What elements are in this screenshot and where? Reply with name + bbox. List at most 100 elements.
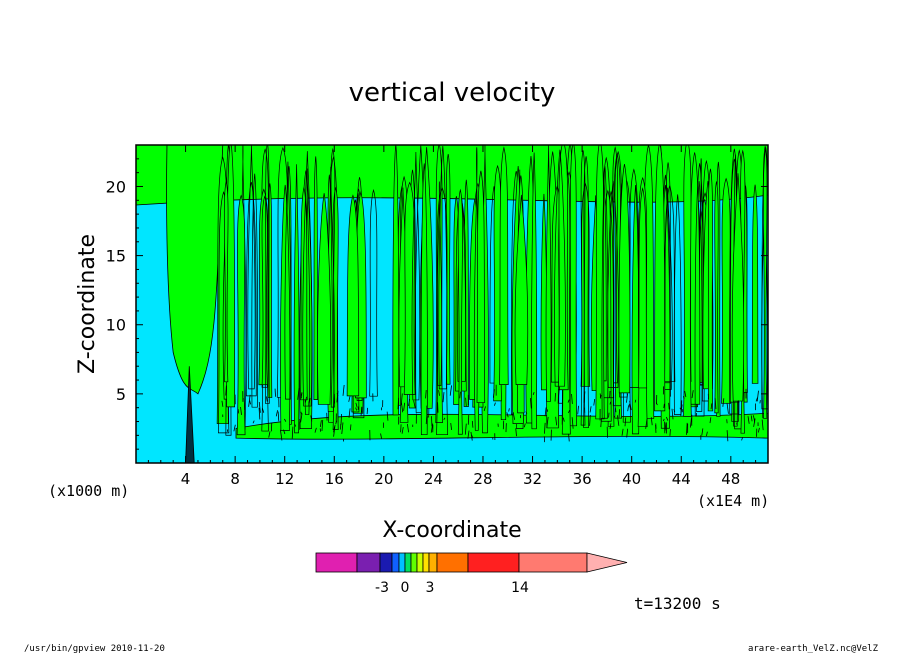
colorbar: [315, 552, 628, 573]
small-contour: [305, 396, 307, 403]
small-contour: [571, 393, 573, 404]
plume-contour: [531, 152, 538, 430]
x-tick-label: 48: [721, 470, 740, 488]
small-contour: [268, 431, 271, 438]
small-contour: [258, 401, 261, 413]
small-contour: [494, 402, 496, 406]
plume-contour: [317, 193, 332, 405]
colorbar-segment: [410, 552, 418, 573]
small-contour: [243, 398, 246, 410]
small-contour: [709, 417, 712, 424]
small-contour: [465, 397, 467, 407]
colorbar-labels: -3 0 3 14: [375, 580, 529, 596]
small-contour: [300, 392, 303, 396]
x-tick-label: 28: [473, 470, 492, 488]
x-unit-left: (x1000 m): [48, 482, 129, 500]
colorbar-segment: [391, 552, 400, 573]
small-contour: [747, 416, 750, 424]
plume-contour: [392, 145, 400, 416]
small-contour: [691, 390, 694, 399]
small-contour: [571, 417, 574, 429]
small-contour: [577, 405, 579, 415]
small-contour: [471, 434, 473, 438]
small-contour: [425, 390, 427, 399]
small-contour: [589, 406, 592, 413]
small-contour: [558, 386, 560, 398]
small-contour: [757, 427, 760, 433]
small-contour: [266, 396, 268, 402]
small-contour: [380, 433, 382, 439]
small-contour: [252, 420, 255, 424]
small-contour: [726, 430, 729, 442]
plume-contour: [403, 181, 416, 395]
small-contour: [737, 400, 740, 403]
plume-contour: [601, 166, 609, 419]
small-contour: [310, 415, 313, 422]
small-contour: [360, 406, 363, 417]
plume-contour: [420, 163, 428, 436]
small-contour: [532, 392, 535, 395]
small-contour: [357, 406, 360, 410]
plume-contour: [251, 173, 258, 408]
small-contour: [663, 403, 665, 409]
small-contour: [722, 398, 725, 407]
plume-contour: [580, 150, 586, 426]
small-contour: [645, 418, 648, 429]
y-tick-label: 20: [106, 177, 126, 196]
velocity-field: [136, 145, 768, 463]
small-contour: [568, 409, 571, 414]
small-contour: [341, 422, 344, 435]
y-axis: 5 10 15 20: [106, 158, 768, 450]
x-tick-label: 32: [523, 470, 542, 488]
plume-contour: [293, 164, 300, 434]
x-tick-label: 36: [573, 470, 592, 488]
small-contour: [568, 433, 570, 442]
plume-contour: [618, 164, 631, 394]
small-contour: [258, 407, 261, 420]
plume-contour: [714, 181, 719, 414]
colorbar-extend-arrow: [586, 552, 628, 573]
plume-contour: [499, 146, 509, 385]
small-contour: [683, 396, 685, 400]
x-unit-right: (x1E4 m): [697, 492, 769, 510]
small-contour: [355, 402, 358, 408]
small-contour: [714, 398, 717, 410]
small-contour: [442, 392, 445, 403]
y-tick-label: 5: [116, 385, 126, 404]
colorbar-segment: [428, 552, 438, 573]
small-contour: [336, 390, 339, 403]
colorbar-segment: [518, 552, 588, 573]
small-contour: [237, 408, 240, 414]
small-contour: [589, 414, 591, 426]
small-contour: [664, 422, 667, 431]
small-contour: [413, 400, 416, 408]
time-label: t=13200 s: [634, 594, 721, 613]
small-contour: [397, 397, 400, 410]
small-contour: [614, 407, 617, 413]
small-contour: [280, 429, 283, 441]
small-contour: [277, 411, 280, 422]
small-contour: [471, 420, 474, 428]
plume-contour: [265, 145, 270, 404]
small-contour: [628, 403, 631, 408]
small-contour: [340, 413, 342, 425]
small-contour: [650, 417, 653, 426]
colorbar-segment: [315, 552, 358, 573]
x-tick-label: 44: [672, 470, 691, 488]
small-contour: [617, 415, 620, 426]
small-contour: [283, 429, 286, 435]
small-contour: [609, 423, 612, 429]
small-contour: [668, 402, 670, 410]
small-contour: [679, 407, 682, 411]
plume-contour: [236, 194, 246, 436]
small-contour: [629, 400, 632, 411]
small-contour: [593, 399, 596, 406]
small-contour: [544, 407, 547, 417]
small-contour: [425, 412, 428, 425]
plume-contour: [411, 152, 421, 401]
small-contour: [741, 436, 744, 441]
plume-contour: [638, 187, 648, 389]
plume-contour: [763, 146, 768, 419]
small-contour: [492, 389, 495, 398]
